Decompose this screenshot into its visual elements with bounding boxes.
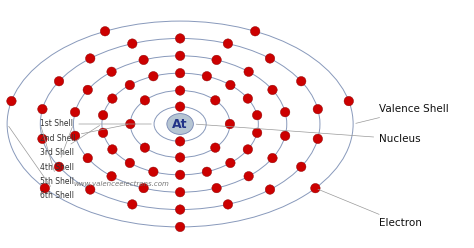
Ellipse shape <box>108 94 117 103</box>
Ellipse shape <box>175 51 185 61</box>
Ellipse shape <box>265 54 275 63</box>
Ellipse shape <box>175 187 185 197</box>
Ellipse shape <box>140 95 150 105</box>
Ellipse shape <box>244 67 254 76</box>
Ellipse shape <box>225 119 235 129</box>
Ellipse shape <box>70 131 80 141</box>
Ellipse shape <box>85 54 95 63</box>
Ellipse shape <box>108 145 117 154</box>
Text: www.valenceelectrons.com: www.valenceelectrons.com <box>73 181 169 186</box>
Ellipse shape <box>100 27 110 36</box>
Ellipse shape <box>167 114 193 134</box>
Ellipse shape <box>99 128 108 138</box>
Ellipse shape <box>175 137 185 146</box>
Ellipse shape <box>126 119 135 129</box>
Text: Valence Shell: Valence Shell <box>356 104 449 123</box>
Ellipse shape <box>202 167 211 177</box>
Ellipse shape <box>344 96 354 106</box>
Ellipse shape <box>7 96 16 106</box>
Ellipse shape <box>175 68 185 78</box>
Ellipse shape <box>149 71 158 81</box>
Ellipse shape <box>223 200 233 209</box>
Ellipse shape <box>310 184 320 193</box>
Ellipse shape <box>313 104 323 114</box>
Ellipse shape <box>83 85 92 95</box>
Ellipse shape <box>70 107 80 117</box>
Ellipse shape <box>107 67 116 76</box>
Ellipse shape <box>139 183 148 193</box>
Ellipse shape <box>140 143 150 153</box>
Ellipse shape <box>223 39 233 48</box>
Text: 2nd Shell: 2nd Shell <box>40 124 128 143</box>
Ellipse shape <box>281 107 290 117</box>
Text: 1st Shell: 1st Shell <box>40 120 151 128</box>
Ellipse shape <box>268 153 277 163</box>
Ellipse shape <box>175 34 185 43</box>
Ellipse shape <box>244 172 254 181</box>
Ellipse shape <box>212 55 221 65</box>
Ellipse shape <box>296 76 306 86</box>
Ellipse shape <box>268 85 277 95</box>
Ellipse shape <box>128 39 137 48</box>
Ellipse shape <box>313 134 323 144</box>
Ellipse shape <box>139 55 148 65</box>
Ellipse shape <box>85 185 95 194</box>
Ellipse shape <box>202 71 211 81</box>
Text: Nucleus: Nucleus <box>196 124 421 144</box>
Ellipse shape <box>175 222 185 232</box>
Ellipse shape <box>226 80 235 90</box>
Ellipse shape <box>175 170 185 180</box>
Ellipse shape <box>252 128 262 138</box>
Ellipse shape <box>210 143 220 153</box>
Ellipse shape <box>243 94 253 103</box>
Ellipse shape <box>175 153 185 162</box>
Ellipse shape <box>128 200 137 209</box>
Text: At: At <box>173 118 188 130</box>
Text: 3rd Shell: 3rd Shell <box>40 125 100 157</box>
Ellipse shape <box>175 205 185 214</box>
Ellipse shape <box>107 172 116 181</box>
Ellipse shape <box>252 110 262 120</box>
Text: 5th Shell: 5th Shell <box>40 127 74 186</box>
Ellipse shape <box>243 145 253 154</box>
Ellipse shape <box>175 86 185 95</box>
Ellipse shape <box>281 131 290 141</box>
Ellipse shape <box>149 167 158 177</box>
Text: Electron: Electron <box>318 189 422 228</box>
Ellipse shape <box>40 184 50 193</box>
Ellipse shape <box>83 153 92 163</box>
Ellipse shape <box>175 102 185 111</box>
Text: 6th Shell: 6th Shell <box>9 126 74 200</box>
Ellipse shape <box>212 183 221 193</box>
Ellipse shape <box>210 95 220 105</box>
Ellipse shape <box>99 110 108 120</box>
Ellipse shape <box>37 134 47 144</box>
Ellipse shape <box>125 80 135 90</box>
Ellipse shape <box>125 158 135 168</box>
Ellipse shape <box>55 162 64 172</box>
Text: 4th Shell: 4th Shell <box>40 126 74 172</box>
Ellipse shape <box>37 104 47 114</box>
Ellipse shape <box>250 27 260 36</box>
Ellipse shape <box>226 158 235 168</box>
Ellipse shape <box>265 185 275 194</box>
Ellipse shape <box>55 76 64 86</box>
Ellipse shape <box>296 162 306 172</box>
